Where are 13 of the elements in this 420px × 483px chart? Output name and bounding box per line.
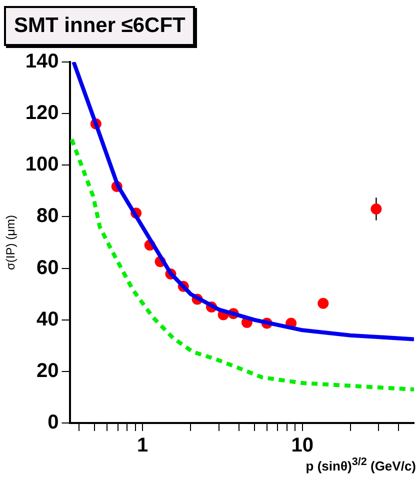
y-tick-label: 40 xyxy=(36,308,59,330)
x-axis-title: p (sinθ)$^{3/2}$ (GeV/c) xyxy=(306,456,416,474)
chart-title: SMT inner ≤6CFT xyxy=(4,6,196,46)
y-tick-label: 120 xyxy=(25,102,59,124)
y-tick-label: 80 xyxy=(36,205,59,228)
y-tick-label: 60 xyxy=(36,256,59,279)
y-tick-label: 0 xyxy=(48,412,59,434)
y-axis-title: σ(IP) (μm) xyxy=(4,215,18,270)
x-tick-label: 10 xyxy=(291,434,314,457)
x-tick-label: 1 xyxy=(137,434,148,457)
y-tick-label: 140 xyxy=(25,50,59,73)
y-tick-label: 20 xyxy=(36,360,59,382)
y-tick-label: 100 xyxy=(25,154,59,176)
